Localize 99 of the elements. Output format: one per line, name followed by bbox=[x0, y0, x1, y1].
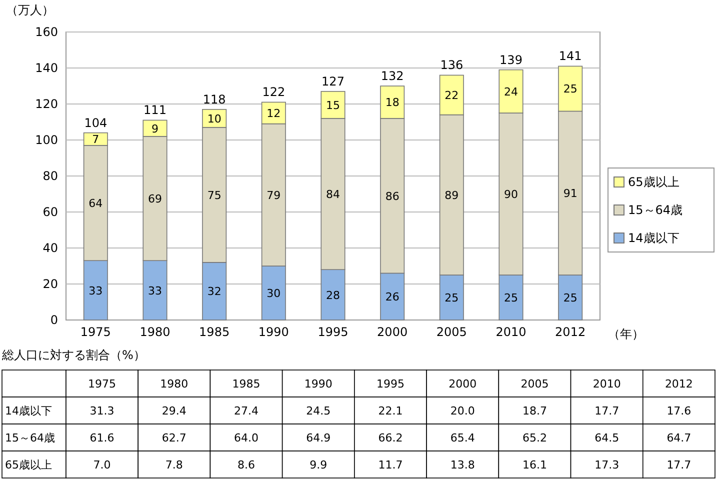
data-label: 22 bbox=[444, 89, 459, 102]
x-tick-label: 1980 bbox=[140, 325, 170, 339]
x-axis-title: （年） bbox=[608, 327, 644, 341]
data-label: 9.9 bbox=[310, 458, 328, 472]
data-label: 17.3 bbox=[594, 458, 620, 472]
data-label: 17.7 bbox=[666, 458, 692, 472]
data-label: 64.9 bbox=[306, 432, 331, 444]
data-label: 33 bbox=[148, 284, 162, 298]
data-label: 79 bbox=[266, 188, 281, 202]
chart-title: 総人口に対する割合（%） bbox=[1, 348, 146, 362]
data-label: 25 bbox=[563, 82, 578, 96]
x-tick-label: 1980 bbox=[160, 378, 188, 390]
data-label: 64.5 bbox=[594, 432, 620, 444]
data-label: 18.7 bbox=[522, 404, 547, 418]
x-tick-label: 2012 bbox=[555, 325, 586, 339]
data-label: 7 bbox=[92, 133, 100, 146]
data-label: 25 bbox=[444, 292, 459, 304]
y-tick-label: 15～64歳 bbox=[5, 432, 55, 444]
data-label: 25 bbox=[563, 292, 578, 304]
data-label: 15 bbox=[326, 98, 340, 112]
x-tick-label: 1995 bbox=[318, 325, 348, 339]
data-label: 25 bbox=[504, 292, 518, 304]
data-label: 90 bbox=[504, 188, 518, 201]
y-tick-label: 140 bbox=[35, 61, 58, 75]
data-label: 64.7 bbox=[666, 432, 692, 444]
data-label: 12 bbox=[266, 107, 281, 120]
x-tick-label: 2000 bbox=[377, 325, 408, 339]
x-tick-label: 1975 bbox=[80, 325, 111, 339]
data-label: 26 bbox=[385, 290, 400, 304]
y-tick-label: 14歳以下 bbox=[5, 404, 52, 418]
total-label: 122 bbox=[262, 85, 286, 100]
total-label: 118 bbox=[202, 92, 226, 106]
legend-label: 65歳以上 bbox=[628, 175, 680, 189]
total-label: 136 bbox=[440, 58, 464, 72]
data-label: 27.4 bbox=[234, 404, 259, 418]
x-tick-label: 1985 bbox=[199, 325, 230, 339]
total-label: 139 bbox=[500, 52, 522, 67]
data-label: 62.7 bbox=[162, 432, 186, 444]
x-tick-label: 2010 bbox=[496, 325, 526, 339]
y-tick-label: 160 bbox=[35, 25, 58, 39]
data-label: 64.0 bbox=[234, 432, 259, 444]
data-label: 13.8 bbox=[450, 458, 475, 472]
data-label: 24 bbox=[504, 85, 518, 98]
total-label: 127 bbox=[322, 74, 344, 88]
data-label: 10 bbox=[207, 112, 222, 126]
data-label: 30 bbox=[266, 287, 281, 300]
data-label: 84 bbox=[326, 188, 340, 201]
y-tick-label: 20 bbox=[42, 277, 58, 291]
y-axis-title: （万人） bbox=[6, 3, 54, 17]
data-label: 66.2 bbox=[378, 432, 403, 444]
y-tick-label: 65歳以上 bbox=[5, 458, 52, 472]
data-label: 61.6 bbox=[90, 432, 114, 444]
data-label: 22.1 bbox=[378, 404, 403, 418]
data-label: 32 bbox=[207, 285, 222, 298]
data-label: 65.4 bbox=[450, 432, 475, 444]
data-label: 31.3 bbox=[90, 404, 114, 418]
y-tick-label: 80 bbox=[42, 169, 58, 183]
x-tick-label: 2000 bbox=[448, 378, 477, 390]
data-label: 64 bbox=[88, 197, 103, 210]
legend-label: 14歳以下 bbox=[628, 231, 680, 245]
x-tick-label: 1990 bbox=[258, 325, 289, 339]
data-label: 33 bbox=[88, 284, 103, 298]
total-label: 132 bbox=[380, 69, 404, 83]
data-label: 24.5 bbox=[306, 404, 331, 418]
x-tick-label: 2010 bbox=[592, 378, 621, 390]
y-tick-label: 0 bbox=[50, 313, 58, 327]
data-label: 28 bbox=[326, 288, 340, 302]
y-tick-label: 40 bbox=[42, 241, 58, 255]
data-label: 17.7 bbox=[594, 404, 620, 418]
data-label: 8.6 bbox=[238, 458, 256, 472]
data-label: 11.7 bbox=[378, 458, 403, 472]
y-tick-label: 100 bbox=[35, 133, 58, 147]
y-tick-label: 60 bbox=[42, 205, 58, 219]
data-label: 86 bbox=[385, 190, 400, 203]
x-tick-label: 1995 bbox=[376, 378, 404, 390]
legend-label: 15～64歳 bbox=[628, 203, 683, 217]
data-label: 65.2 bbox=[522, 432, 547, 444]
data-label: 7.0 bbox=[93, 458, 111, 472]
data-label: 89 bbox=[444, 188, 459, 202]
data-label: 16.1 bbox=[522, 458, 547, 472]
x-tick-label: 2005 bbox=[520, 378, 549, 390]
x-tick-label: 2005 bbox=[436, 325, 467, 339]
x-tick-label: 1985 bbox=[232, 378, 260, 390]
x-tick-label: 1990 bbox=[304, 378, 332, 390]
y-tick-label: 120 bbox=[35, 97, 58, 111]
data-label: 9 bbox=[152, 122, 158, 136]
data-label: 91 bbox=[563, 187, 578, 200]
data-label: 75 bbox=[207, 188, 222, 202]
x-tick-label: 2012 bbox=[664, 378, 693, 390]
data-label: 69 bbox=[148, 192, 162, 206]
total-label: 141 bbox=[558, 49, 582, 64]
x-tick-label: 1975 bbox=[88, 378, 116, 390]
data-label: 18 bbox=[385, 96, 400, 110]
total-label: 104 bbox=[84, 116, 108, 130]
data-label: 7.8 bbox=[165, 458, 183, 472]
data-label: 17.6 bbox=[666, 404, 692, 418]
total-label: 111 bbox=[144, 103, 166, 118]
data-label: 29.4 bbox=[162, 404, 186, 418]
data-label: 20.0 bbox=[450, 404, 475, 418]
